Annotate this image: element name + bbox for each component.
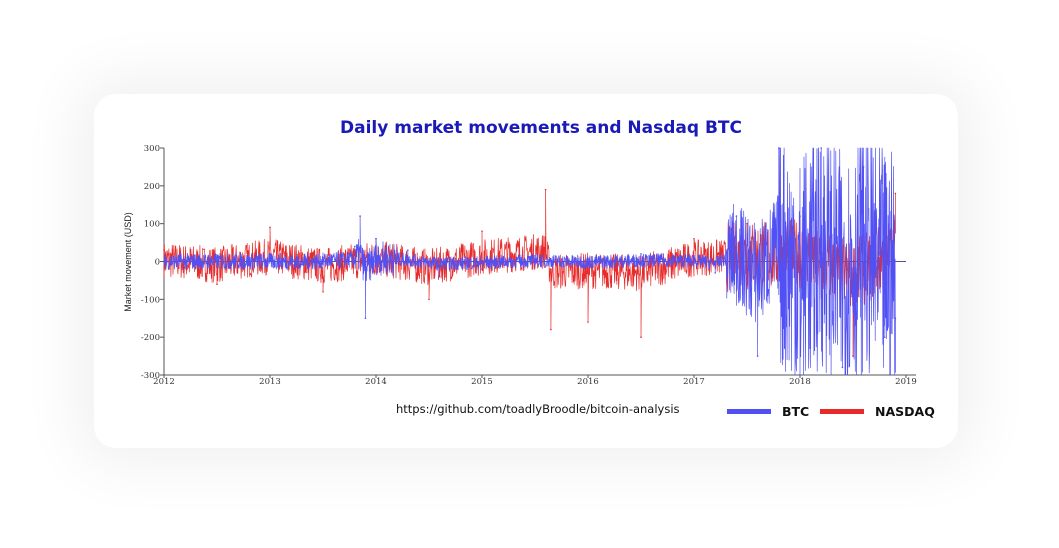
data-point-nasdaq — [322, 290, 324, 293]
y-tick-label: 200 — [144, 182, 160, 192]
legend-label-btc: BTC — [782, 404, 810, 419]
legend-swatch-nasdaq — [820, 409, 864, 414]
chart-title: Daily market movements and Nasdaq BTC — [340, 118, 742, 138]
data-point-btc — [640, 253, 642, 255]
data-point-btc — [820, 147, 822, 149]
data-point-btc — [407, 249, 409, 251]
data-point-btc — [269, 258, 271, 261]
data-point-nasdaq — [746, 222, 748, 225]
y-axis-label: Market movement (USD) — [123, 212, 133, 312]
data-point-nasdaq — [587, 321, 589, 323]
data-point-nasdaq — [693, 238, 695, 240]
data-point-nasdaq — [544, 188, 547, 191]
legend-swatch-btc — [727, 409, 771, 414]
data-point-btc — [693, 255, 695, 257]
data-point-btc — [735, 215, 738, 217]
data-point-btc — [216, 259, 218, 262]
data-point-btc — [359, 215, 361, 217]
y-tick-label: -100 — [141, 295, 160, 305]
data-point-nasdaq — [852, 355, 854, 357]
data-point-btc — [301, 263, 303, 266]
data-point-btc — [375, 238, 377, 240]
legend-label-nasdaq: NASDAQ — [875, 404, 935, 419]
x-tick-label: 2015 — [471, 377, 493, 387]
x-tick-label: 2019 — [895, 377, 917, 387]
x-tick-label: 2013 — [259, 377, 281, 387]
x-tick-label: 2017 — [683, 377, 705, 387]
legend-item-btc: BTC — [727, 404, 809, 419]
y-tick-label: 300 — [144, 144, 160, 154]
series-line-btc — [163, 147, 896, 376]
y-tick-label: 0 — [155, 258, 160, 268]
data-point-nasdaq — [163, 249, 165, 251]
data-point-nasdaq — [428, 298, 430, 301]
data-point-btc — [778, 147, 780, 149]
data-point-btc — [714, 272, 716, 274]
y-tick-label: -200 — [141, 333, 160, 343]
x-tick-label: 2016 — [577, 377, 599, 387]
data-point-btc — [534, 255, 536, 257]
data-point-nasdaq — [269, 226, 271, 229]
data-point-btc — [438, 275, 441, 278]
source-link[interactable]: https://github.com/toadlyBroodle/bitcoin… — [396, 402, 680, 416]
x-tick-label: 2018 — [789, 377, 811, 387]
data-point-nasdaq — [481, 230, 483, 233]
data-point-nasdaq — [640, 336, 642, 338]
data-point-nasdaq — [550, 328, 552, 331]
data-point-btc — [587, 264, 589, 267]
data-point-btc — [322, 256, 324, 259]
data-point-nasdaq — [216, 283, 218, 286]
data-point-btc — [364, 317, 367, 320]
data-point-btc — [841, 366, 844, 369]
y-tick-label: 100 — [144, 220, 160, 230]
data-point-btc — [354, 245, 356, 248]
data-point-btc — [756, 355, 759, 357]
x-tick-label: 2014 — [365, 377, 387, 387]
data-point-btc — [894, 317, 897, 320]
data-point-btc — [481, 268, 483, 270]
data-point-btc — [884, 336, 886, 338]
data-point-btc — [862, 166, 865, 168]
legend-item-nasdaq: NASDAQ — [820, 404, 935, 419]
x-tick-label: 2012 — [153, 377, 175, 387]
series-btc — [163, 147, 897, 376]
y-tick-label: -300 — [141, 371, 160, 381]
data-point-nasdaq — [894, 192, 897, 195]
